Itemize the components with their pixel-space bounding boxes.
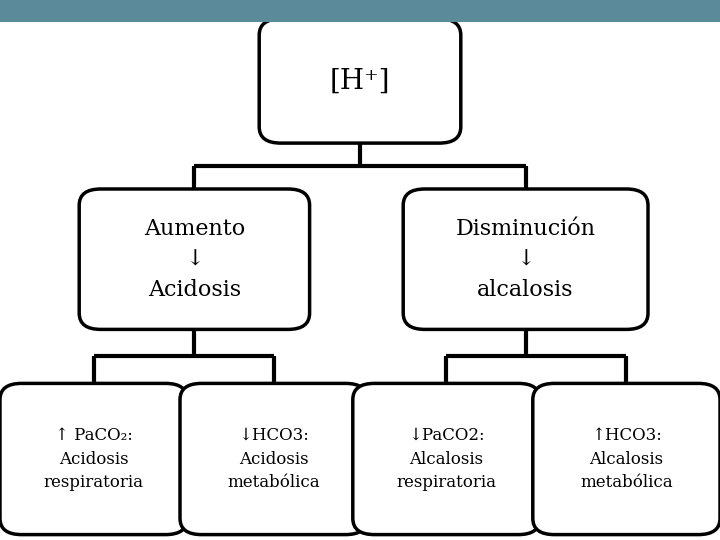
Text: ↑ PaCO₂:
Acidosis
respiratoria: ↑ PaCO₂: Acidosis respiratoria — [44, 427, 143, 491]
FancyBboxPatch shape — [403, 189, 648, 329]
FancyBboxPatch shape — [79, 189, 310, 329]
Text: [H⁺]: [H⁺] — [330, 68, 390, 94]
Text: ↓PaCO2:
Alcalosis
respiratoria: ↓PaCO2: Alcalosis respiratoria — [397, 427, 496, 491]
FancyBboxPatch shape — [533, 383, 720, 535]
FancyBboxPatch shape — [0, 383, 187, 535]
FancyBboxPatch shape — [353, 383, 540, 535]
Text: ↑HCO3:
Alcalosis
metabólica: ↑HCO3: Alcalosis metabólica — [580, 427, 672, 491]
Text: Aumento
↓
Acidosis: Aumento ↓ Acidosis — [144, 218, 245, 301]
Text: ↓HCO3:
Acidosis
metabólica: ↓HCO3: Acidosis metabólica — [228, 427, 320, 491]
Text: Disminución
↓
alcalosis: Disminución ↓ alcalosis — [456, 218, 595, 301]
FancyBboxPatch shape — [259, 19, 461, 143]
FancyBboxPatch shape — [180, 383, 367, 535]
